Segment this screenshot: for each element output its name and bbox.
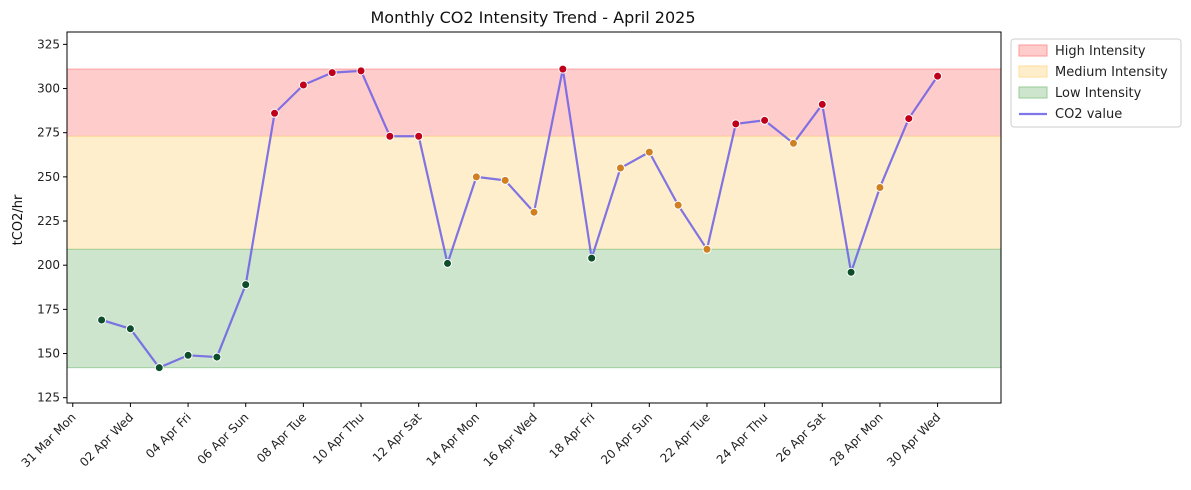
series-line-group xyxy=(101,67,939,369)
data-point xyxy=(241,280,251,290)
intensity-bands xyxy=(66,68,1002,369)
data-point xyxy=(817,99,827,109)
legend-swatch-medium-intensity xyxy=(1018,65,1048,78)
data-point xyxy=(731,119,741,129)
y-tick-label: 300 xyxy=(37,82,60,96)
x-tick-label: 30 Apr Wed xyxy=(884,410,943,469)
x-tick-label: 06 Apr Sun xyxy=(195,410,252,467)
legend-label-low-intensity: Low Intensity xyxy=(1055,86,1142,101)
data-point xyxy=(875,182,885,192)
data-point xyxy=(760,115,770,125)
y-tick-label: 150 xyxy=(37,347,60,361)
legend-swatch-low-intensity xyxy=(1018,86,1048,99)
data-point xyxy=(846,267,856,277)
legend: High Intensity Medium Intensity Low Intens… xyxy=(1010,38,1182,128)
data-point xyxy=(125,324,135,334)
data-point xyxy=(270,108,280,118)
y-axis-label: tCO2/hr xyxy=(11,194,26,245)
data-point xyxy=(356,66,366,76)
data-point xyxy=(644,147,654,157)
y-tick-label: 175 xyxy=(37,302,60,316)
x-tick-label: 04 Apr Fri xyxy=(143,410,194,461)
data-point xyxy=(587,253,597,263)
x-tick-label: 14 Apr Mon xyxy=(424,410,483,469)
x-tick-label: 10 Apr Thu xyxy=(310,410,367,467)
data-point xyxy=(154,363,164,373)
data-points xyxy=(97,64,943,373)
data-point xyxy=(443,258,453,268)
y-tick-label: 225 xyxy=(37,214,60,228)
y-tick-label: 250 xyxy=(37,170,60,184)
x-tick-label: 28 Apr Mon xyxy=(827,410,886,469)
data-point xyxy=(529,207,539,217)
x-tick-label: 31 Mar Mon xyxy=(19,410,79,470)
x-tick-label: 02 Apr Wed xyxy=(77,410,136,469)
data-point xyxy=(673,200,683,210)
high-intensity-band xyxy=(66,68,1002,137)
data-point xyxy=(414,131,424,141)
data-point xyxy=(471,172,481,182)
data-point xyxy=(183,350,193,360)
y-tick-label: 125 xyxy=(37,391,60,405)
legend-label-high-intensity: High Intensity xyxy=(1055,44,1146,59)
data-point xyxy=(933,71,943,81)
x-tick-label: 08 Apr Tue xyxy=(254,410,309,465)
low-intensity-band xyxy=(66,248,1002,369)
medium-intensity-band xyxy=(66,135,1002,250)
legend-label-co2-value: CO2 value xyxy=(1055,107,1122,122)
data-point xyxy=(615,163,625,173)
x-tick-label: 12 Apr Sat xyxy=(370,410,425,465)
data-point xyxy=(298,80,308,90)
data-point xyxy=(558,64,568,74)
y-tick-label: 325 xyxy=(37,37,60,51)
legend-label-medium-intensity: Medium Intensity xyxy=(1055,65,1168,80)
data-point xyxy=(500,175,510,185)
data-point xyxy=(702,244,712,254)
data-point xyxy=(212,352,222,362)
data-point xyxy=(327,68,337,78)
chart-title: Monthly CO2 Intensity Trend - April 2025 xyxy=(370,8,695,27)
x-tick-label: 20 Apr Sun xyxy=(598,410,655,467)
x-tick-label: 24 Apr Thu xyxy=(714,410,771,467)
y-tick-label: 200 xyxy=(37,258,60,272)
x-tick-label: 16 Apr Wed xyxy=(481,410,540,469)
x-tick-label: 22 Apr Tue xyxy=(658,410,713,465)
x-tick-label: 26 Apr Sat xyxy=(773,410,828,465)
data-point xyxy=(97,315,107,325)
data-point xyxy=(788,138,798,148)
legend-swatch-high-intensity xyxy=(1018,44,1048,57)
y-tick-label: 275 xyxy=(37,126,60,140)
data-point xyxy=(904,114,914,124)
series-line-co2-value xyxy=(101,67,939,369)
x-tick-label: 18 Apr Fri xyxy=(547,410,598,461)
data-point xyxy=(385,131,395,141)
legend-box xyxy=(1010,38,1182,128)
